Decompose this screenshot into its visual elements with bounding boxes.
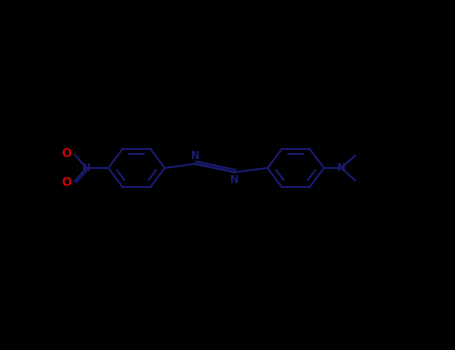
- Text: O: O: [61, 147, 71, 160]
- Text: N: N: [82, 163, 91, 173]
- Text: N: N: [337, 163, 346, 173]
- Text: O: O: [61, 176, 71, 189]
- Text: N: N: [191, 151, 200, 161]
- Text: N: N: [230, 175, 239, 185]
